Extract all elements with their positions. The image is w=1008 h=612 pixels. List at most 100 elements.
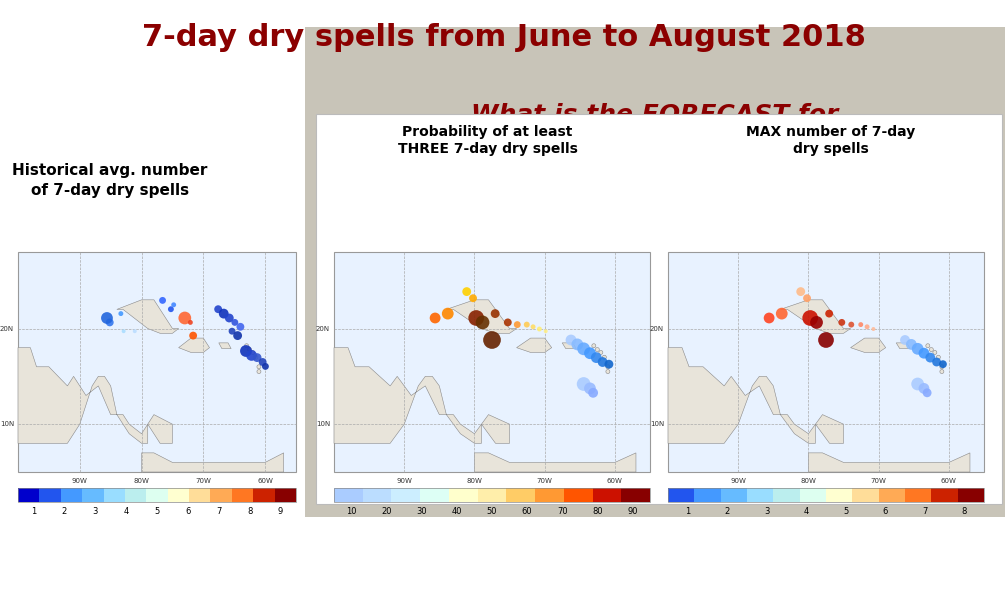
Text: 90: 90 [627,507,638,516]
Bar [668,488,695,502]
Bar [190,488,211,502]
Point [576,344,592,354]
Text: 80W: 80W [134,478,149,484]
Text: 80W: 80W [800,478,816,484]
Point [216,308,232,318]
Point [484,335,500,345]
Bar [563,488,593,502]
Bar [593,488,621,502]
Bar [449,488,478,502]
Bar [334,488,650,502]
Bar [39,488,60,502]
Bar [506,488,535,502]
Bar [695,488,721,502]
Bar [826,488,853,502]
Point [897,335,913,345]
Point [585,388,601,398]
Point [774,308,790,318]
Polygon shape [141,453,283,472]
Text: 60: 60 [522,507,532,516]
Point [916,384,932,394]
Point [802,313,818,323]
Point [934,359,951,369]
Bar [211,488,232,502]
Text: 20N: 20N [0,326,14,332]
Point [475,318,491,327]
Circle shape [596,348,600,351]
Polygon shape [447,300,516,334]
Bar [18,488,39,502]
Bar [799,488,826,502]
Polygon shape [475,453,636,472]
Text: June to August 2018?: June to August 2018? [505,133,805,157]
Bar [334,488,363,502]
Bar [232,488,253,502]
Text: 7-day dry spells from June to August 2018: 7-day dry spells from June to August 201… [142,23,866,53]
Bar [668,488,984,502]
Point [909,379,925,389]
Text: 7: 7 [922,507,927,516]
Point [244,351,260,360]
Circle shape [245,344,249,348]
Point [230,330,246,340]
Text: 7: 7 [216,507,222,516]
Text: 90W: 90W [72,478,88,484]
Point [113,308,129,318]
Point [519,319,535,329]
Text: 90W: 90W [396,478,412,484]
Bar [146,488,167,502]
Text: 40: 40 [452,507,462,516]
Text: 80W: 80W [467,478,483,484]
Point [601,359,617,369]
Text: 20N: 20N [316,326,330,332]
Circle shape [603,355,607,359]
Point [427,313,444,323]
Circle shape [257,365,261,369]
Bar [853,488,879,502]
Circle shape [939,365,943,369]
Point [127,326,143,336]
Text: 1: 1 [685,507,690,516]
Text: THREE 7-day dry spells: THREE 7-day dry spells [397,142,578,156]
Circle shape [248,348,252,351]
Text: 70W: 70W [196,478,212,484]
Point [822,308,838,318]
Polygon shape [219,343,231,349]
Text: 4: 4 [803,507,808,516]
Bar [721,488,747,502]
Circle shape [606,365,610,369]
Point [562,335,579,345]
Bar [905,488,931,502]
Polygon shape [334,348,510,443]
Point [459,286,475,296]
Text: 50: 50 [487,507,497,516]
Circle shape [254,355,258,359]
Bar [83,488,104,502]
Text: 60W: 60W [257,478,273,484]
Bar [125,488,146,502]
Circle shape [932,351,936,354]
Polygon shape [808,453,970,472]
Point [922,353,938,362]
Circle shape [939,370,943,373]
Polygon shape [562,343,577,349]
Text: 10N: 10N [0,421,14,427]
Text: 3: 3 [93,507,98,516]
Polygon shape [178,338,210,353]
Text: 6: 6 [185,507,191,516]
Text: 9: 9 [278,507,283,516]
Point [224,326,240,336]
Point [570,340,586,349]
Circle shape [251,351,255,354]
Circle shape [592,344,596,348]
Bar [167,488,190,502]
Point [102,318,118,327]
Text: 20N: 20N [650,326,664,332]
Point [500,318,516,327]
Point [537,326,553,336]
Bar [420,488,449,502]
Circle shape [936,355,940,359]
Text: 5: 5 [154,507,159,516]
Text: 20: 20 [381,507,392,516]
Circle shape [606,370,610,373]
